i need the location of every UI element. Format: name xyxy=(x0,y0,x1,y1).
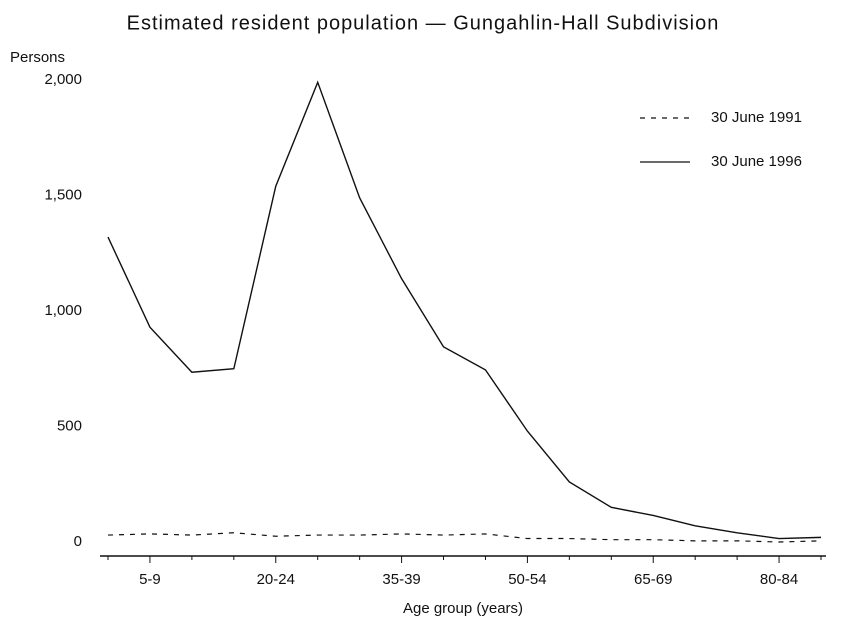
chart-title: Estimated resident population — Gungahli… xyxy=(127,12,720,34)
y-tick-label: 1,500 xyxy=(44,186,82,203)
x-tick-label: 20-24 xyxy=(257,571,295,588)
y-tick-label: 2,000 xyxy=(44,71,82,88)
x-tick-label: 35-39 xyxy=(382,571,420,588)
x-tick-label: 65-69 xyxy=(634,571,672,588)
series-line xyxy=(107,80,822,540)
y-tick-label: 0 xyxy=(74,533,82,550)
x-axis-label: Age group (years) xyxy=(403,600,523,617)
x-tick-label: 50-54 xyxy=(508,571,546,588)
x-tick-label: 80-84 xyxy=(760,571,798,588)
y-tick-label: 500 xyxy=(57,417,82,434)
series-line xyxy=(107,532,822,543)
legend-label: 30 June 1996 xyxy=(711,153,802,170)
y-tick-label: 1,000 xyxy=(44,302,82,319)
x-tick-label: 5-9 xyxy=(139,571,161,588)
y-axis-label: Persons xyxy=(10,49,65,66)
legend-label: 30 June 1991 xyxy=(711,109,802,126)
